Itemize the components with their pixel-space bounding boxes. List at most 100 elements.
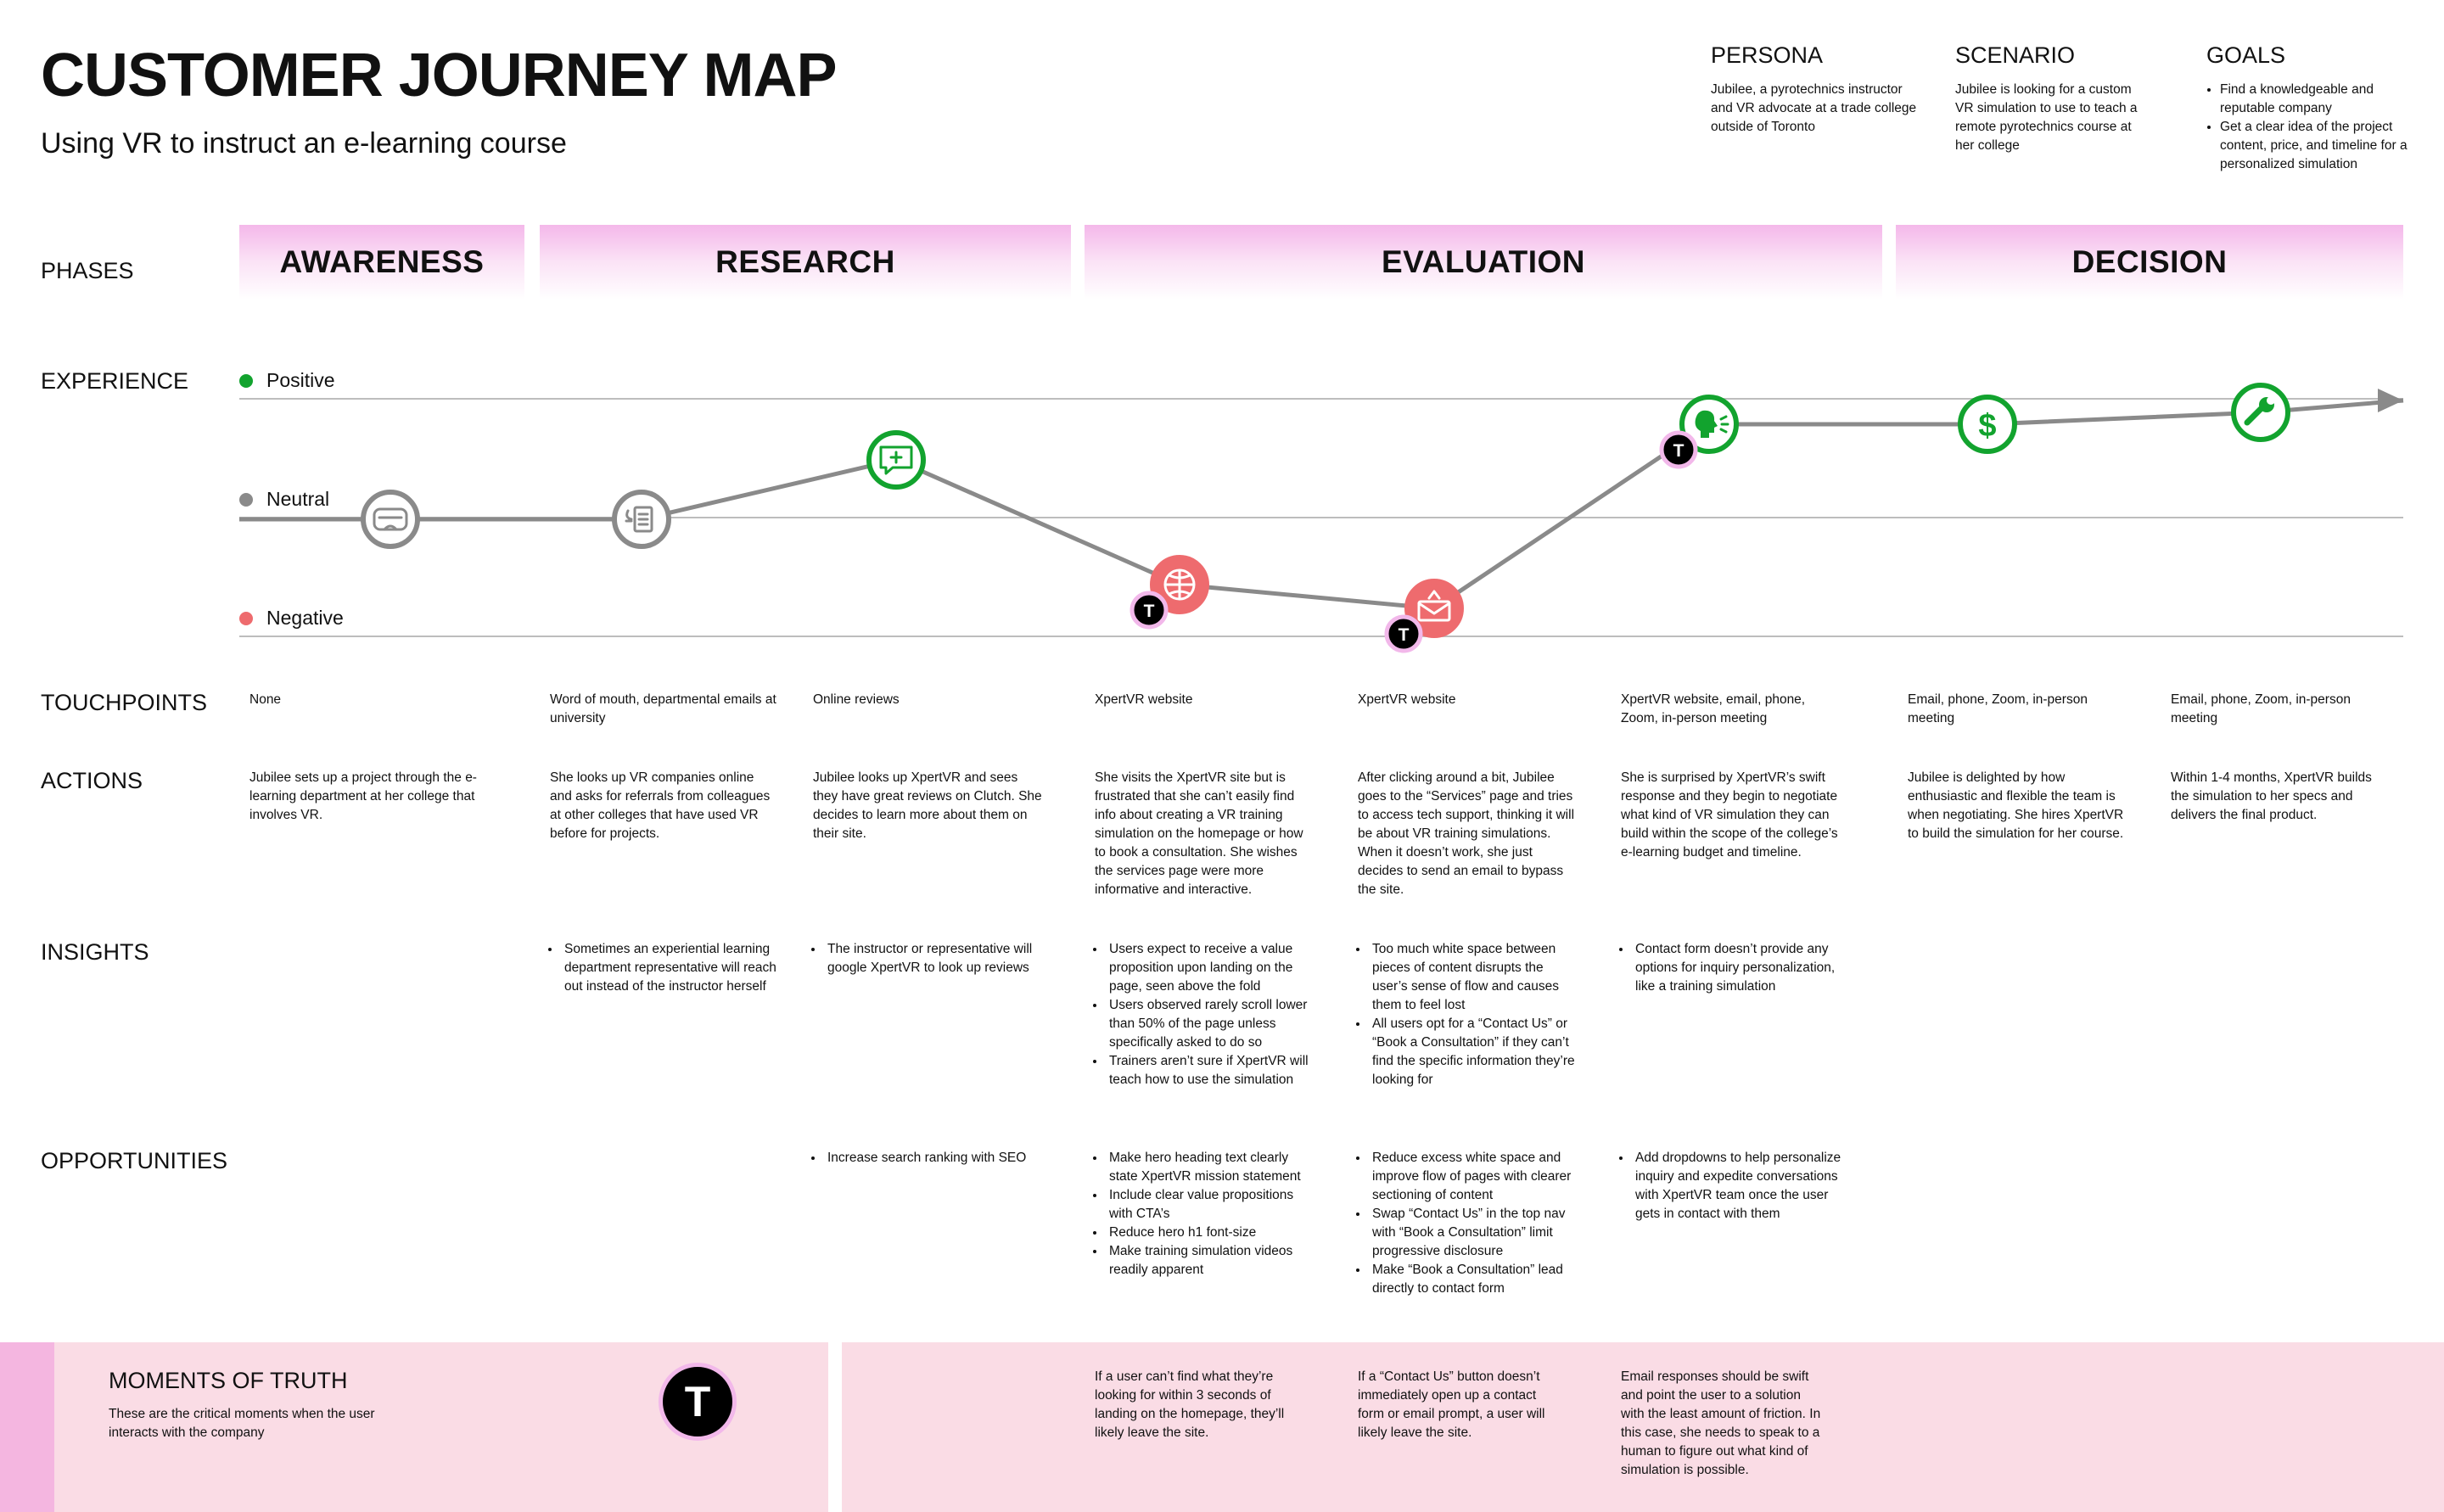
goal-item: Find a knowledgeable and reputable compa… — [2220, 81, 2410, 118]
journey-node-circle — [361, 490, 420, 549]
phase-evaluation: EVALUATION — [1085, 225, 1882, 300]
moments-notes-panel — [842, 1342, 2444, 1512]
moment-of-truth-marker: T — [1659, 430, 1698, 469]
moment-badge-label: T — [1399, 625, 1410, 645]
journey-node — [866, 430, 926, 490]
insights-label: INSIGHTS — [41, 939, 149, 965]
journey-node-circle — [1404, 579, 1464, 638]
insight-item: Users observed rarely scroll lower than … — [1106, 996, 1317, 1052]
action-cell: She looks up VR companies online and ask… — [550, 770, 771, 841]
moment-badge-label: T — [1144, 602, 1155, 621]
action-cell: Within 1-4 months, XpertVR builds the si… — [2171, 770, 2372, 822]
journey-node-circle — [1958, 395, 2017, 454]
moment-note: If a “Contact Us” button doesn’t immedia… — [1358, 1369, 1545, 1440]
action-cell: She visits the XpertVR site but is frust… — [1095, 770, 1303, 897]
action-cell: She is surprised by XpertVR’s swift resp… — [1621, 770, 1838, 860]
action-cell: Jubilee sets up a project through the e-… — [249, 770, 477, 822]
opportunity-list: Increase search ranking with SEO — [813, 1149, 1042, 1168]
touchpoint-cell: XpertVR website — [1358, 692, 1456, 707]
touchpoint-cell: Email, phone, Zoom, in-person meeting — [2171, 692, 2351, 725]
opportunity-item: Swap “Contact Us” in the top nav with “B… — [1369, 1205, 1580, 1261]
moment-note: Email responses should be swift and poin… — [1621, 1369, 1821, 1477]
journey-node — [361, 490, 420, 549]
moment-of-truth-marker: T — [1130, 591, 1169, 630]
insight-list: Too much white space between pieces of c… — [1358, 940, 1580, 1089]
insight-list: Users expect to receive a value proposit… — [1095, 940, 1317, 1089]
journey-node: T — [1384, 579, 1464, 653]
phase-decision: DECISION — [1896, 225, 2403, 300]
website-globe-icon — [1163, 568, 1196, 601]
insight-cell: Too much white space between pieces of c… — [1358, 940, 1580, 1089]
arrow-head-icon — [2378, 389, 2403, 412]
insight-item: Too much white space between pieces of c… — [1369, 940, 1580, 1015]
actions-label: ACTIONS — [41, 768, 143, 793]
page-subtitle: Using VR to instruct an e-learning cours… — [41, 127, 567, 160]
legend-positive: Positive — [239, 369, 335, 392]
opportunity-cell: Reduce excess white space and improve fl… — [1358, 1149, 1580, 1298]
negative-dot — [239, 611, 253, 625]
insight-cell: The instructor or representative will go… — [813, 940, 1042, 977]
speaking-person-icon — [1695, 410, 1729, 438]
scenario-heading: SCENARIO — [1955, 42, 2076, 68]
experience-label: EXPERIENCE — [41, 368, 189, 394]
moment-of-truth-marker: T — [1384, 614, 1423, 653]
insight-list: The instructor or representative will go… — [813, 940, 1042, 977]
experience-graph: T T T $ — [239, 383, 2404, 653]
opportunity-item: Make “Book a Consultation” lead directly… — [1369, 1261, 1580, 1298]
moment-of-truth-badge: T — [659, 1363, 737, 1441]
wrench-icon — [2244, 396, 2275, 426]
opportunity-item: Increase search ranking with SEO — [824, 1149, 1042, 1168]
opportunity-cell: Increase search ranking with SEO — [813, 1149, 1042, 1168]
opportunity-item: Make training simulation videos readily … — [1106, 1242, 1317, 1280]
goal-item: Get a clear idea of the project content,… — [2220, 118, 2410, 174]
journey-node: T — [1659, 395, 1739, 469]
legend-negative: Negative — [239, 607, 344, 630]
journey-node: $ — [1958, 395, 2017, 454]
touchpoint-cell: Online reviews — [813, 692, 900, 707]
insight-item: The instructor or representative will go… — [824, 940, 1042, 977]
page-title: CUSTOMER JOURNEY MAP — [41, 42, 837, 109]
touchpoint-cell: XpertVR website, email, phone, Zoom, in-… — [1621, 692, 1806, 725]
touchpoint-cell: None — [249, 692, 282, 707]
scenario-text: Jubilee is looking for a custom VR simul… — [1955, 82, 2138, 153]
persona-heading: PERSONA — [1711, 42, 1824, 68]
legend-neutral: Neutral — [239, 488, 329, 511]
positive-dot — [239, 373, 253, 388]
journey-line — [390, 398, 2404, 611]
insight-item: Trainers aren’t sure if XpertVR will tea… — [1106, 1052, 1317, 1089]
phase-research: RESEARCH — [540, 225, 1071, 300]
opportunity-item: Reduce excess white space and improve fl… — [1369, 1149, 1580, 1205]
opportunity-list: Make hero heading text clearly state Xpe… — [1095, 1149, 1317, 1280]
insight-item: Sometimes an experiential learning depar… — [561, 940, 779, 996]
opportunity-item: Add dropdowns to help personalize inquir… — [1632, 1149, 1843, 1224]
moments-title: MOMENTS OF TRUTH — [109, 1368, 348, 1393]
email-alert-icon — [1417, 590, 1451, 622]
phases-label: PHASES — [41, 258, 134, 283]
action-cell: Jubilee looks up XpertVR and sees they h… — [813, 770, 1042, 841]
referral-documents-icon — [625, 506, 653, 533]
action-cell: After clicking around a bit, Jubilee goe… — [1358, 770, 1575, 897]
opportunity-item: Include clear value propositions with CT… — [1106, 1186, 1317, 1224]
dollar-icon: $ — [1978, 408, 1996, 444]
insight-item: Users expect to receive a value proposit… — [1106, 940, 1317, 996]
moments-accent — [0, 1342, 54, 1512]
insight-item: Contact form doesn’t provide any options… — [1632, 940, 1843, 996]
touchpoint-cell: XpertVR website — [1095, 692, 1193, 707]
vr-headset-icon — [373, 507, 408, 531]
legend-neutral-label: Neutral — [266, 488, 330, 510]
touchpoints-label: TOUCHPOINTS — [41, 690, 208, 715]
opportunity-list: Add dropdowns to help personalize inquir… — [1621, 1149, 1843, 1224]
insight-list: Sometimes an experiential learning depar… — [550, 940, 779, 996]
insight-cell: Users expect to receive a value proposit… — [1095, 940, 1317, 1089]
review-chat-icon — [879, 445, 913, 475]
opportunities-label: OPPORTUNITIES — [41, 1148, 228, 1173]
goals-heading: GOALS — [2206, 42, 2286, 68]
touchpoint-cell: Email, phone, Zoom, in-person meeting — [1908, 692, 2088, 725]
action-cell: Jubilee is delighted by how enthusiastic… — [1908, 770, 2124, 841]
opportunity-cell: Make hero heading text clearly state Xpe… — [1095, 1149, 1317, 1280]
opportunity-cell: Add dropdowns to help personalize inquir… — [1621, 1149, 1843, 1224]
goals-list: Find a knowledgeable and reputable compa… — [2206, 81, 2410, 174]
svg-text:$: $ — [1978, 408, 1996, 444]
journey-node — [612, 490, 671, 549]
moment-badge-label: T — [1673, 441, 1684, 461]
